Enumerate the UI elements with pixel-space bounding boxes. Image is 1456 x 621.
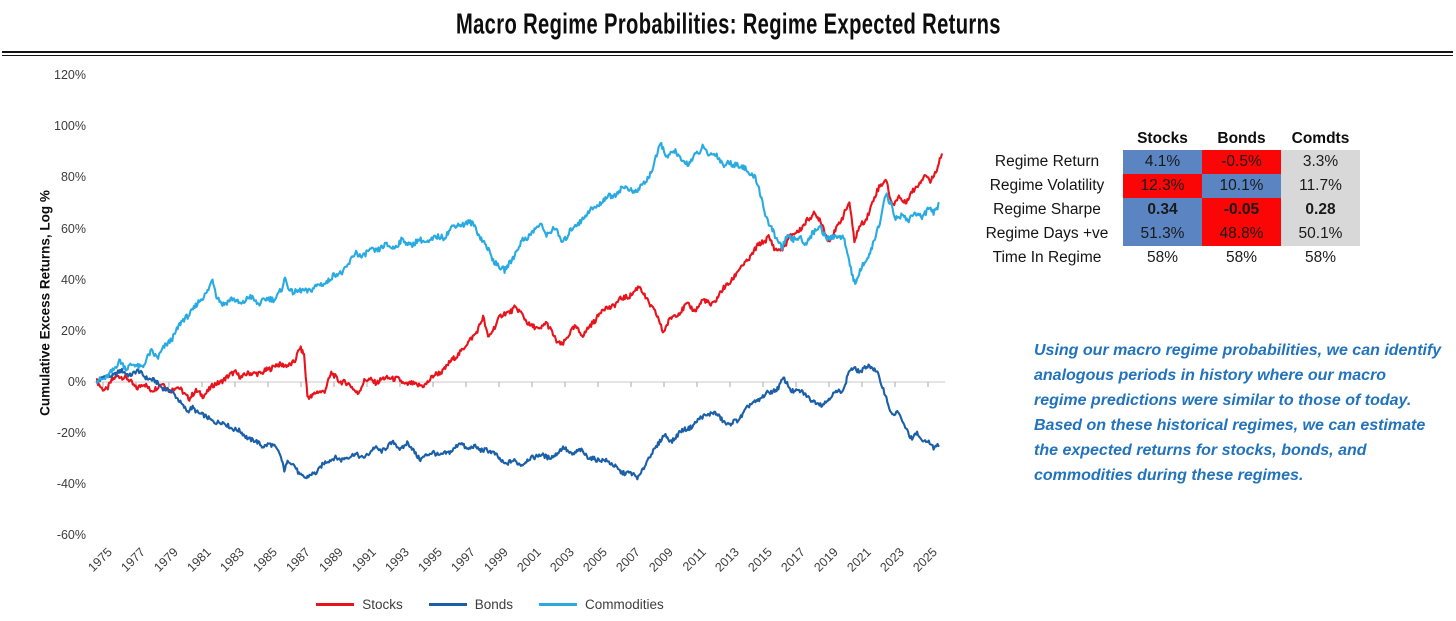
- table-value-cell: 11.7%: [1281, 174, 1360, 198]
- table-row-label: Regime Return: [994, 153, 1100, 170]
- y-axis-tick-label: 100%: [54, 119, 86, 134]
- table-column-header: Comdts: [1291, 130, 1350, 147]
- legend-label: Bonds: [474, 597, 513, 612]
- table-value-cell: 0.34: [1123, 198, 1202, 222]
- y-axis-tick-label: 120%: [54, 68, 86, 82]
- legend-item-commodities: Commodities: [539, 597, 664, 612]
- y-axis-tick-label: 20%: [60, 323, 86, 338]
- table-value-cell: -0.5%: [1202, 150, 1281, 174]
- table-value-cell: 51.3%: [1123, 222, 1202, 246]
- series-line-bonds: [95, 363, 940, 481]
- table-row-label: Regime Sharpe: [993, 201, 1101, 218]
- y-axis-tick-label: -40%: [56, 477, 86, 492]
- y-axis-tick-label: 80%: [60, 170, 86, 185]
- legend-swatch-stocks: [316, 603, 355, 606]
- y-axis-tick-label: -20%: [56, 426, 86, 441]
- table-value-cell: 4.1%: [1123, 150, 1202, 174]
- chart-title: Macro Regime Probabilities: Regime Expec…: [455, 7, 1001, 40]
- table-row-label: Regime Volatility: [989, 177, 1105, 194]
- title-divider: [2, 51, 1453, 56]
- table-value-cell: 58%: [1225, 249, 1258, 266]
- y-axis-tick-label: 0%: [67, 375, 86, 389]
- legend-label: Commodities: [585, 597, 664, 612]
- series-line-stocks: [95, 153, 943, 402]
- table-column-header: Stocks: [1137, 130, 1188, 147]
- table-value-cell: 58%: [1304, 249, 1337, 266]
- table-value-cell: 0.28: [1281, 198, 1360, 222]
- table-value-cell: 10.1%: [1202, 174, 1281, 198]
- table-value-cell: -0.05: [1202, 198, 1281, 222]
- table-value-cell: 58%: [1146, 249, 1179, 266]
- legend-item-stocks: Stocks: [316, 597, 403, 612]
- y-axis-tick-label: 60%: [60, 221, 86, 236]
- legend-label: Stocks: [362, 597, 403, 612]
- legend-swatch-bonds: [428, 603, 467, 606]
- legend-swatch-commodities: [539, 603, 577, 606]
- legend-item-bonds: Bonds: [428, 597, 513, 612]
- page-title: Macro Regime Probabilities: Regime Expec…: [0, 7, 1456, 40]
- table-row-label: Regime Days +ve: [985, 225, 1109, 242]
- table-value-cell: 12.3%: [1123, 174, 1202, 198]
- table-corner-cell: [971, 128, 1123, 150]
- y-axis-tick-label: -60%: [56, 528, 86, 543]
- table-value-cell: 50.1%: [1281, 222, 1360, 246]
- regime-returns-line-chart: [94, 141, 946, 481]
- table-row-label: Time In Regime: [992, 249, 1102, 266]
- table-value-cell: 3.3%: [1281, 150, 1360, 174]
- table-value-cell: 48.8%: [1202, 222, 1281, 246]
- regime-stats-table: Stocks Bonds Comdts Regime Return 4.1% -0.5% 3…: [971, 128, 1360, 270]
- y-axis-tick-label: 40%: [60, 272, 86, 287]
- series-line-commodities: [95, 141, 940, 384]
- chart-legend: Stocks Bonds Commodities: [240, 597, 740, 612]
- commentary-text: Using our macro regime probabilities, we…: [1034, 342, 1442, 484]
- table-column-header: Bonds: [1217, 130, 1266, 147]
